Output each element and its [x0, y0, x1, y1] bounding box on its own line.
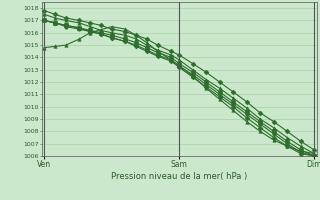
X-axis label: Pression niveau de la mer( hPa ): Pression niveau de la mer( hPa )	[111, 172, 247, 181]
